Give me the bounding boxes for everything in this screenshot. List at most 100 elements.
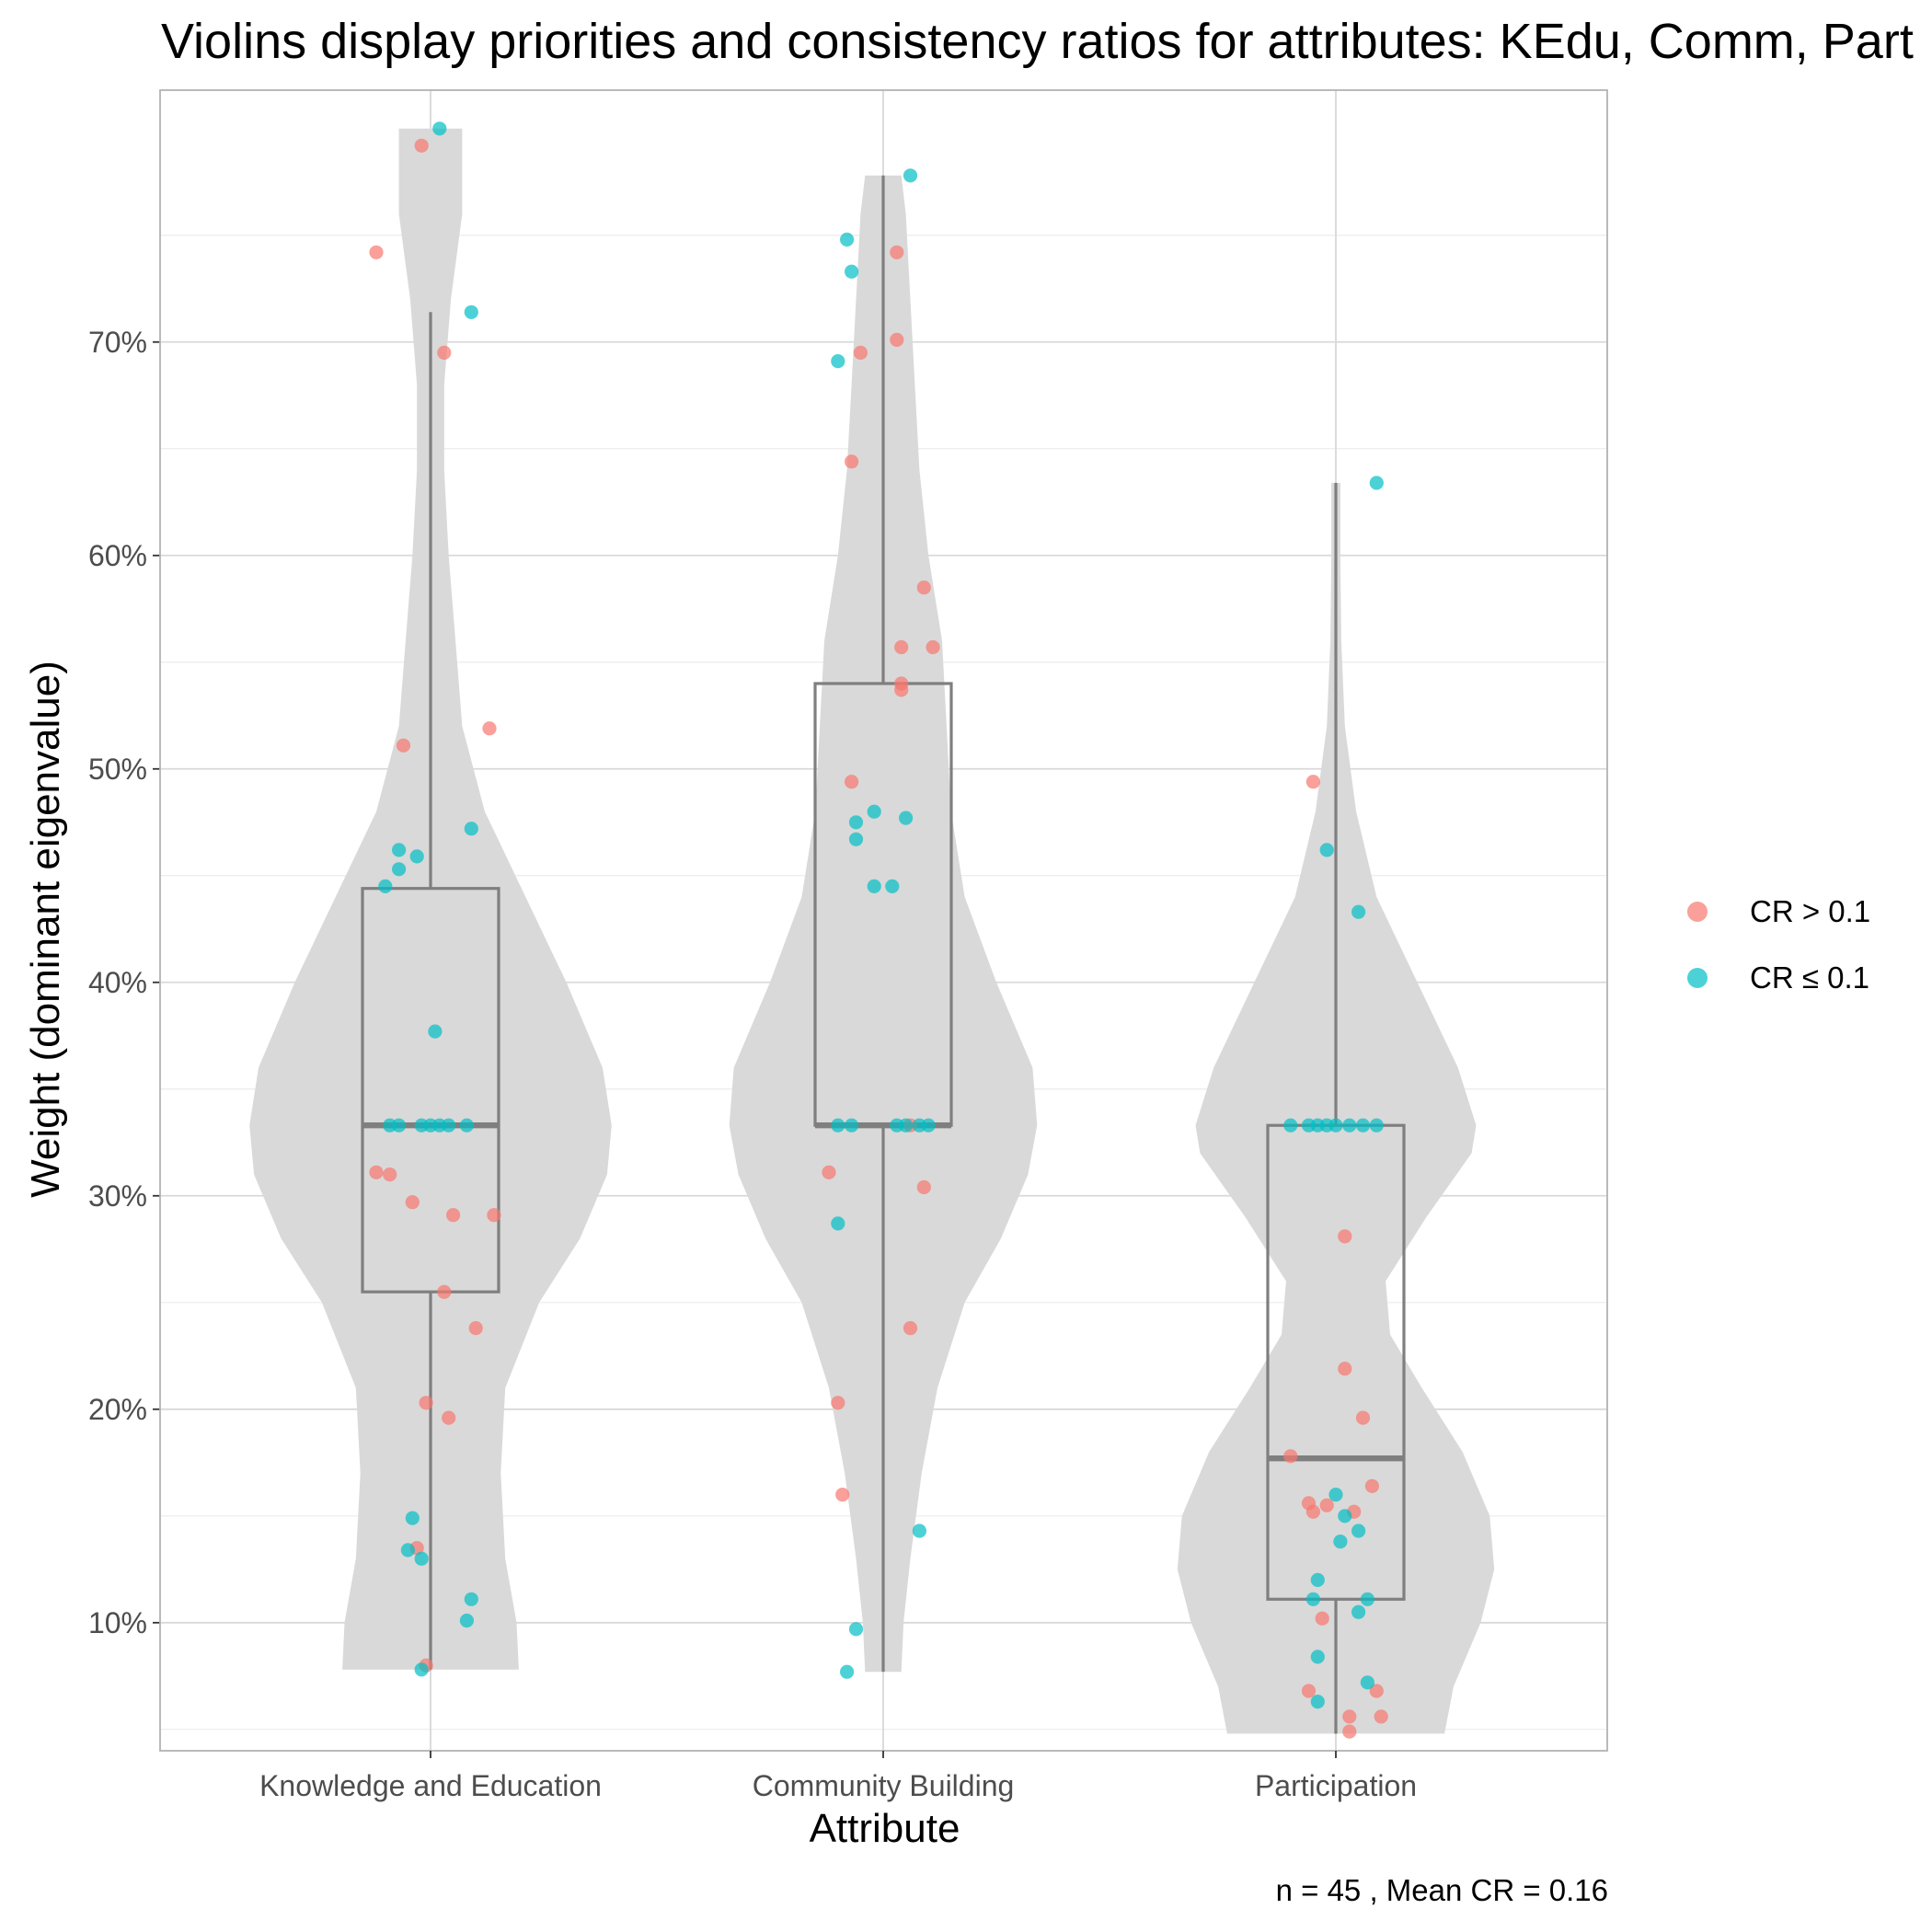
data-point [437, 345, 452, 360]
y-tick-label: 30% [88, 1179, 147, 1213]
data-point [1310, 1650, 1325, 1664]
data-point [405, 1195, 420, 1210]
data-point [1283, 1118, 1298, 1133]
data-point [396, 738, 411, 753]
data-point [848, 832, 864, 846]
y-tick-label: 20% [88, 1393, 147, 1426]
data-point [1355, 1410, 1371, 1425]
data-point [369, 245, 384, 259]
data-point [464, 305, 478, 319]
data-point [1310, 1695, 1325, 1709]
data-point [414, 1662, 429, 1677]
data-point [378, 879, 393, 894]
y-axis-title-text: Weight (dominant eigenvalue) [23, 661, 68, 1198]
data-point [1360, 1592, 1374, 1606]
data-point [916, 1179, 931, 1195]
data-point [487, 1208, 501, 1223]
data-point [1338, 1362, 1352, 1376]
chart-title: Violins display priorities and consisten… [161, 14, 1914, 69]
legend-label-high: CR > 0.1 [1750, 894, 1871, 928]
data-point [885, 879, 900, 894]
data-point [1319, 1498, 1334, 1512]
data-point [1305, 775, 1320, 789]
data-point [1351, 1604, 1366, 1619]
data-point [405, 1511, 420, 1525]
data-point [1351, 1524, 1366, 1538]
data-point [1374, 1709, 1388, 1724]
data-point [1342, 1724, 1357, 1739]
data-point [428, 1024, 443, 1039]
data-point [392, 1118, 407, 1133]
legend-label-low: CR ≤ 0.1 [1750, 960, 1869, 995]
x-tick-label: Knowledge and Education [259, 1769, 602, 1802]
y-tick-label: 40% [88, 966, 147, 999]
data-point [835, 1488, 850, 1502]
axes: 10% 20% 30% 40% 50% 60% 70% Knowledge and Educa… [88, 89, 1608, 1802]
data-point [890, 332, 904, 347]
data-point [903, 1321, 918, 1336]
data-point [482, 721, 497, 736]
data-point [1369, 1684, 1384, 1698]
data-point [1310, 1572, 1325, 1587]
data-point [392, 843, 407, 857]
data-point [867, 879, 881, 894]
data-point [459, 1118, 474, 1133]
data-point [1319, 843, 1334, 857]
data-point [848, 815, 864, 830]
violin-1 [729, 175, 1038, 1673]
data-point [845, 1118, 859, 1133]
data-point [1369, 476, 1384, 490]
data-point [1369, 1118, 1384, 1133]
data-point [1333, 1535, 1348, 1549]
data-point [1360, 1675, 1374, 1690]
data-point [1328, 1488, 1343, 1502]
data-point [840, 1664, 855, 1679]
data-point [1283, 1449, 1298, 1464]
data-point [1315, 1611, 1329, 1626]
data-point [414, 1551, 429, 1566]
data-point [1342, 1118, 1357, 1133]
data-point [432, 121, 447, 136]
x-tick-label: Community Building [753, 1769, 1015, 1802]
legend-key-high [1687, 902, 1708, 922]
data-point [437, 1284, 452, 1299]
data-point [1338, 1509, 1352, 1524]
data-point [831, 1216, 845, 1231]
data-point [926, 639, 940, 655]
y-tick-label: 10% [88, 1606, 147, 1639]
data-point [459, 1613, 474, 1628]
violin-0 [249, 128, 612, 1670]
legend-key-low [1687, 968, 1708, 988]
data-point [845, 775, 859, 789]
data-point [1301, 1684, 1317, 1698]
data-point [442, 1118, 456, 1133]
data-point [845, 454, 859, 469]
data-point [468, 1321, 483, 1336]
legend-item-high: CR > 0.1 [1684, 879, 1870, 945]
data-point [899, 811, 914, 825]
data-point [383, 1167, 397, 1182]
data-point [831, 1396, 845, 1410]
data-point [1338, 1229, 1352, 1244]
y-tick-label: 60% [88, 539, 147, 572]
x-tick-label: Participation [1255, 1769, 1417, 1802]
data-point [853, 345, 868, 360]
data-point [831, 354, 845, 369]
data-point [442, 1410, 456, 1425]
data-point [1355, 1118, 1371, 1133]
data-point [916, 581, 931, 595]
data-point [1305, 1592, 1320, 1606]
data-point [1328, 1118, 1343, 1133]
data-point [419, 1396, 433, 1410]
legend-item-low: CR ≤ 0.1 [1684, 945, 1870, 1011]
data-point [867, 804, 881, 819]
data-point [1351, 904, 1366, 919]
data-point [822, 1165, 836, 1179]
x-axis-title: Attribute [809, 1806, 960, 1851]
data-point [890, 245, 904, 259]
data-point [446, 1208, 461, 1223]
data-point [912, 1524, 927, 1538]
data-point [464, 1592, 478, 1606]
data-point [845, 264, 859, 279]
